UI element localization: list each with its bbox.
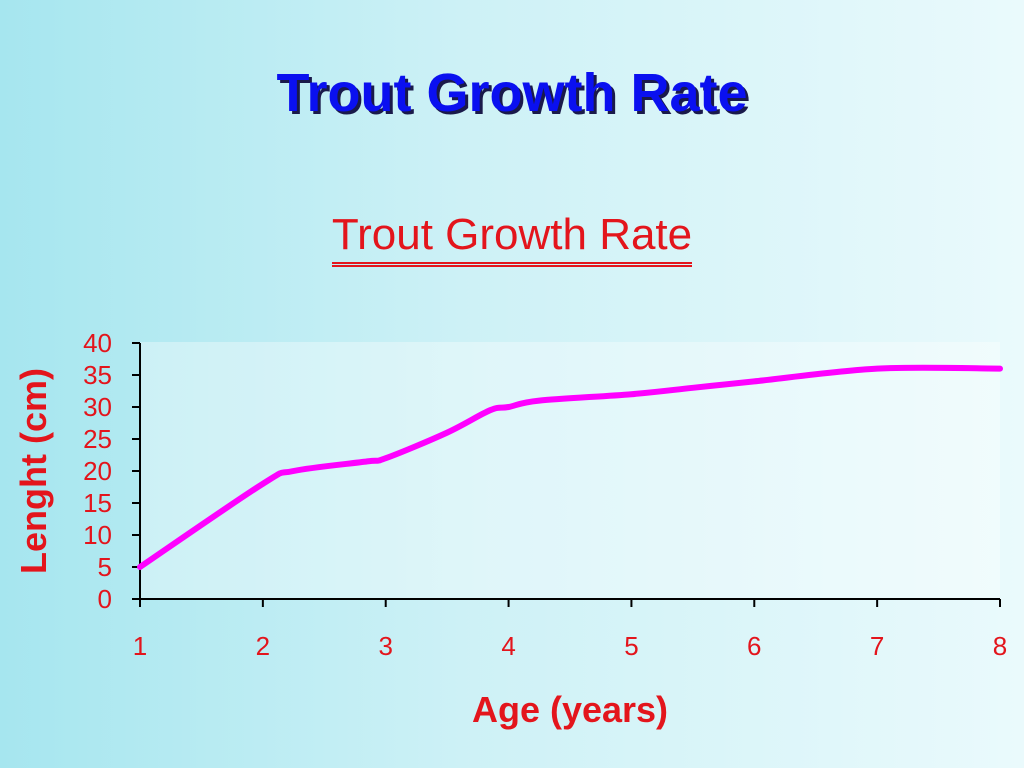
- x-tick-label: 4: [501, 631, 515, 661]
- y-axis-title: Lenght (cm): [13, 368, 54, 574]
- y-tick-label: 5: [98, 552, 112, 582]
- x-ticks: 1 2 3 4 5 6 7 8: [133, 599, 1007, 661]
- y-tick-label: 10: [83, 520, 112, 550]
- y-tick-label: 0: [98, 584, 112, 614]
- series-layer: [137, 364, 1003, 570]
- slide-title: Trout Growth Rate: [276, 63, 748, 123]
- x-axis-title: Age (years): [472, 689, 668, 730]
- y-tick-label: 20: [83, 456, 112, 486]
- chart-title-text: Trout Growth Rate: [331, 210, 693, 267]
- x-tick-label: 7: [870, 631, 884, 661]
- series-line: [137, 364, 1003, 570]
- x-tick-label: 1: [133, 631, 147, 661]
- y-tick-label: 40: [83, 328, 112, 358]
- y-tick-label: 15: [83, 488, 112, 518]
- x-tick-label: 6: [747, 631, 761, 661]
- y-tick-label: 35: [83, 360, 112, 390]
- x-tick-label: 5: [624, 631, 638, 661]
- y-tick-label: 25: [83, 424, 112, 454]
- plot-area: [140, 342, 1000, 599]
- x-tick-label: 3: [378, 631, 392, 661]
- chart-title: Trout Growth Rate: [0, 210, 1024, 267]
- y-tick-label: 30: [83, 392, 112, 422]
- x-tick-label: 8: [993, 631, 1007, 661]
- x-tick-label: 2: [256, 631, 270, 661]
